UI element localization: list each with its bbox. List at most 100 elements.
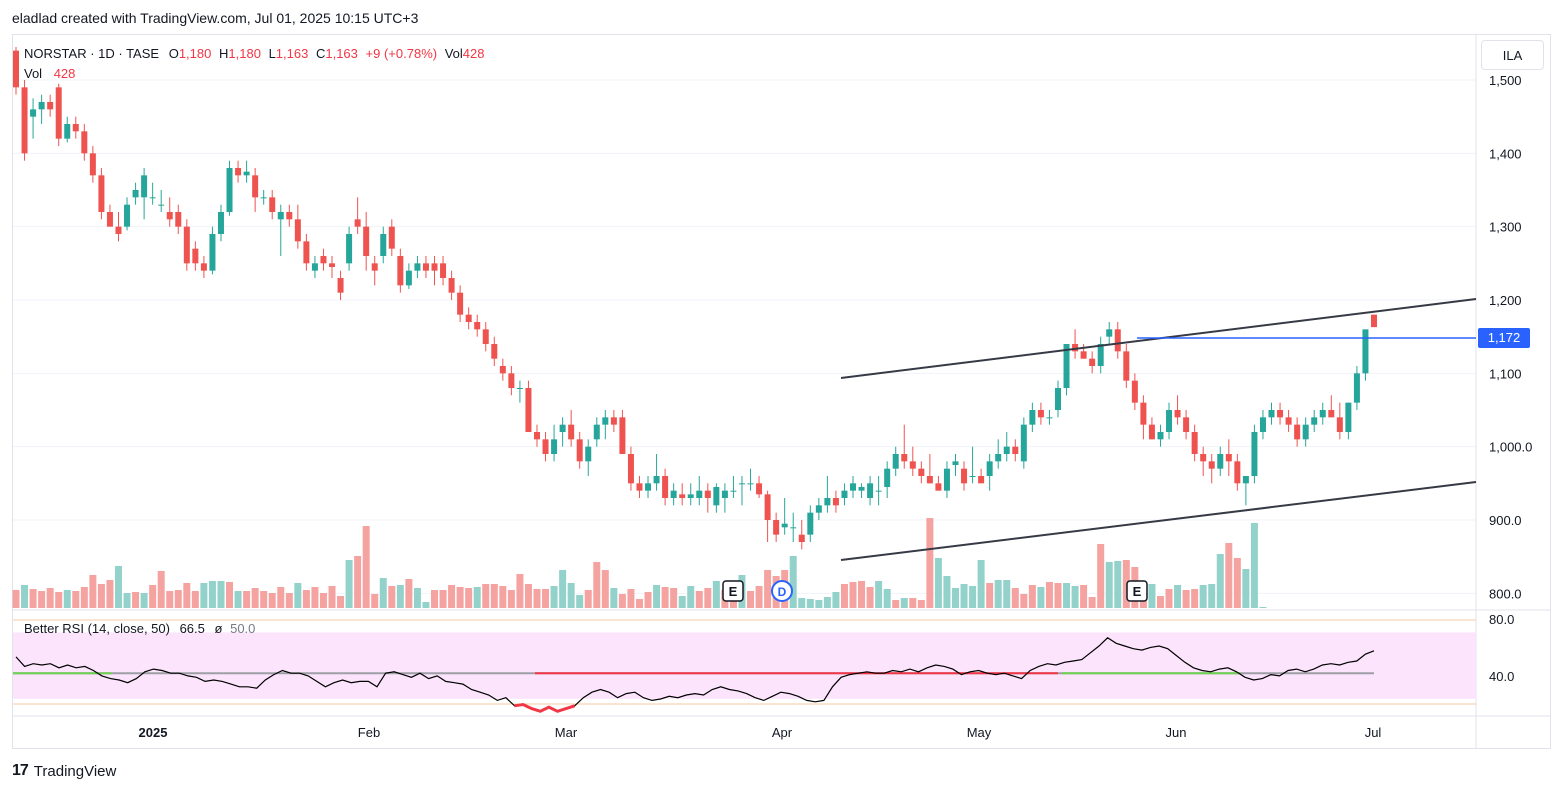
ohlc-legend: NORSTAR · 1D · TASE O1,180 H1,180 L1,163… [24,46,484,61]
open-label: O [168,46,179,61]
volume-bar [277,587,285,608]
footer-brand[interactable]: 17 TradingView [12,762,116,780]
candle-body [38,102,45,110]
candle-body [1345,402,1352,432]
candle-body [542,439,549,454]
volume-bar [499,586,507,608]
volume-bar [413,588,421,608]
volume-bar [934,558,942,608]
volume-bar [311,587,319,608]
candle-body [1294,424,1301,440]
price-tick-label: 1,000.0 [1489,440,1532,455]
volume-bar [900,598,908,608]
candle-body [1259,417,1266,432]
dividend-marker-shape [771,580,793,602]
volume-bar [1242,569,1250,608]
symbol-label[interactable]: NORSTAR · 1D · TASE [24,46,160,61]
volume-bar [593,562,601,608]
earnings-marker: E [729,584,738,599]
time-tick-label: 2025 [139,725,168,740]
volume-label: Vol [444,46,463,61]
candle-body [405,270,412,286]
candle-body [414,263,421,271]
volume-bar [516,574,524,608]
candle-body [13,50,19,88]
candle-body [482,329,489,344]
volume-bar [1011,588,1019,608]
volume-bar [1114,561,1122,608]
volume-bar [354,556,362,608]
candle-body [841,490,848,498]
volume-bar [670,588,678,608]
candle-body [670,490,677,498]
candle-body [713,487,720,506]
candle-body [1012,446,1019,454]
currency-button[interactable]: ILA [1481,40,1544,70]
volume-bar [875,581,883,608]
candle-body [252,175,259,198]
candle-body [798,534,805,542]
volume-bar [132,592,140,608]
candle-body [1277,410,1284,418]
time-tick-label: Jul [1365,725,1382,740]
candle-body [1217,454,1224,469]
volume-bar [1028,585,1036,608]
rsi-name[interactable]: Better RSI (14, close, 50) [24,621,170,636]
volume-bar [12,590,20,608]
volume-bar [1020,594,1028,608]
volume-bar [72,591,80,608]
candle-body [602,417,609,425]
rsi-avg-symbol: ø [214,621,223,636]
candle-body [585,446,592,462]
candle-body [380,234,387,256]
candle-body [226,168,233,212]
rsi-tick-label: 80.0 [1489,612,1514,627]
volume-bar [345,560,353,608]
volume-bar [388,586,396,608]
volume-bar [687,586,695,608]
candle-body [1268,410,1275,418]
volume-bar [524,584,532,608]
price-tick-label: 1,200 [1489,293,1522,308]
volume-bar [362,526,370,608]
candle-body [1123,351,1130,381]
candle-body [961,468,968,484]
volume-bar [550,586,558,608]
rsi-value: 66.5 [179,621,205,636]
candle-body [884,468,891,487]
volume-bar [149,585,157,608]
candle-body [1063,344,1070,388]
candle-body [978,476,985,484]
volume-bar [183,583,191,608]
volume-bar [294,583,302,608]
candle-body [192,248,199,264]
candle-body [1234,461,1241,484]
tradingview-logo-icon: 17 [12,762,29,779]
candle-body [704,490,711,498]
candle-body [875,490,882,492]
volume-bar [960,584,968,608]
close-label: C [315,46,326,61]
low-label: L [268,46,276,61]
volume-bar [986,583,994,608]
candle-body [1029,410,1036,425]
candle-body [619,417,626,454]
volume-bar [465,588,473,608]
change-value: +9 (+0.78%) [365,46,438,61]
candle-body [354,219,361,227]
volume-bar [55,592,63,608]
candle-body [132,190,139,198]
dividend-marker: D [778,585,787,599]
candle-body [72,124,79,132]
rsi-avg-value: 50.0 [230,621,256,636]
candle-body [1362,329,1369,374]
candle-body [388,226,395,249]
volume-row-label[interactable]: Vol [24,66,43,81]
candle-body [918,468,925,476]
volume-bar [969,586,977,608]
candle-body [1353,373,1360,403]
candle-body [1148,424,1155,440]
volume-row-value: 428 [53,66,76,81]
candle-body [1208,461,1215,469]
